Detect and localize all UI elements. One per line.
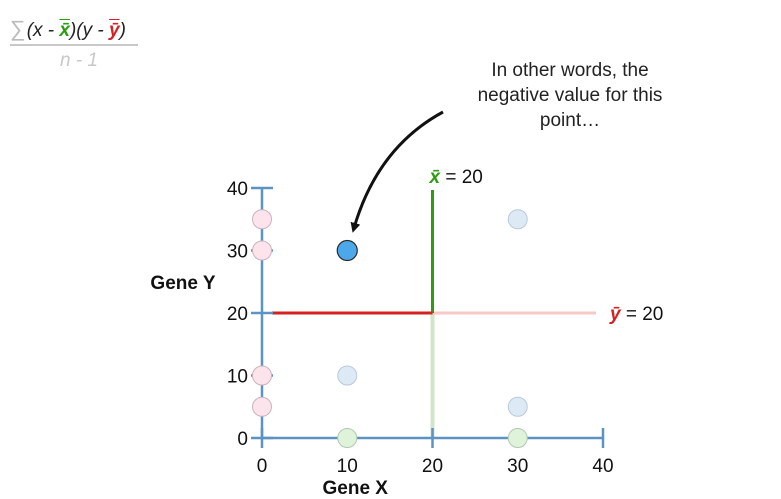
y-tick-label: 20 <box>227 304 248 325</box>
xbar-label-symbol: x̄ <box>429 167 442 188</box>
y-marginal-point <box>252 209 272 230</box>
y-marginal-point <box>252 365 272 386</box>
ybar-label-value: = 20 <box>621 304 664 325</box>
xbar-label: x̄ = 20 <box>429 167 483 188</box>
ybar-label: ȳ = 20 <box>609 304 663 325</box>
x-axis-label: Gene X <box>323 478 389 499</box>
x-tick-label: 0 <box>257 456 268 477</box>
y-tick-label: 30 <box>227 242 248 263</box>
x-tick-label: 40 <box>592 456 613 477</box>
faded-data-point <box>337 365 358 386</box>
annotation-text: In other words, the negative value for t… <box>430 58 710 133</box>
sigma-symbol: ∑ <box>10 16 26 41</box>
faded-data-point <box>507 209 528 230</box>
xbar-label-value: = 20 <box>440 167 483 188</box>
annotation-line-3: point… <box>539 110 601 131</box>
faded-data-point <box>507 396 528 417</box>
x-marginal-point <box>337 428 358 448</box>
y-marginal-point <box>252 240 272 261</box>
numerator-part-3: )(y - <box>69 20 110 41</box>
x-tick-label: 30 <box>507 456 528 477</box>
highlighted-data-point <box>336 239 358 262</box>
y-tick-label: 0 <box>237 429 248 450</box>
xbar-symbol: x̄ <box>59 20 70 41</box>
formula-numerator: ∑(x - x̄)(y - ȳ) <box>10 16 140 42</box>
y-marginal-point <box>252 396 272 417</box>
annotation-line-1: In other words, the <box>491 60 649 81</box>
formula-denominator: n - 1 <box>59 50 99 71</box>
numerator-part-5: ) <box>119 20 126 41</box>
y-axis-label: Gene Y <box>150 273 215 294</box>
ybar-symbol: ȳ <box>109 20 120 41</box>
y-tick-label: 10 <box>227 367 248 388</box>
fraction-bar <box>10 44 138 46</box>
x-tick-label: 10 <box>337 456 358 477</box>
annotation-arrow <box>350 110 444 233</box>
ybar-label-symbol: ȳ <box>609 304 622 325</box>
numerator-part-1: (x - <box>26 20 60 41</box>
y-tick-label: 40 <box>227 179 248 200</box>
covariance-formula: ∑(x - x̄)(y - ȳ) n - 1 <box>10 16 140 72</box>
x-tick-label: 20 <box>422 456 443 477</box>
annotation-line-2: negative value for this <box>477 85 663 106</box>
x-marginal-point <box>507 428 528 448</box>
